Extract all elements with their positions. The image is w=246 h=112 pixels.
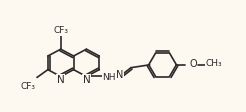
Text: CH₃: CH₃ (206, 59, 222, 68)
Text: CF₃: CF₃ (53, 26, 68, 35)
Text: NH: NH (102, 73, 116, 82)
Text: O: O (189, 59, 197, 69)
Text: N: N (116, 70, 124, 80)
Text: N: N (57, 75, 65, 85)
Text: N: N (83, 75, 90, 85)
Text: CF₃: CF₃ (21, 82, 36, 91)
